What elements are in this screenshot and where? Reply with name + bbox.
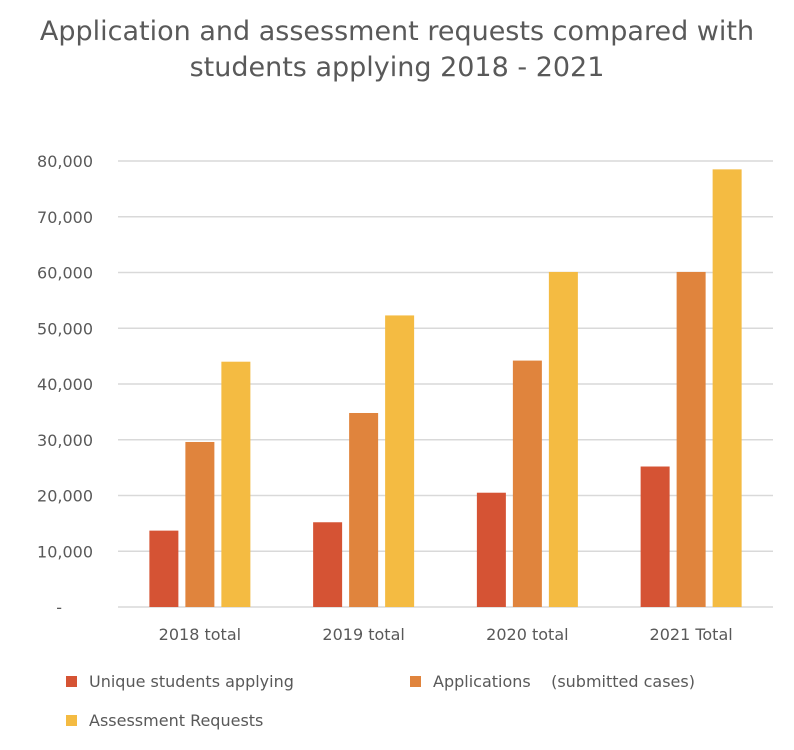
y-tick-label: 80,000 — [37, 152, 93, 171]
bar-assessment-requests — [548, 271, 578, 607]
y-tick-label: 20,000 — [37, 487, 93, 506]
x-tick-label: 2018 total — [159, 625, 241, 644]
legend-swatch — [66, 715, 77, 726]
bar-unique-students — [476, 492, 506, 607]
bar-assessment-requests — [712, 169, 742, 608]
legend-item-applications: Applications (submitted cases) — [410, 672, 695, 691]
y-tick-label: 50,000 — [37, 319, 93, 338]
y-tick-label: - — [56, 598, 62, 617]
legend-swatch — [410, 676, 421, 687]
legend-swatch — [66, 676, 77, 687]
legend-item-unique-students: Unique students applying — [66, 672, 294, 691]
bar-unique-students — [640, 466, 670, 607]
legend-item-assessment-requests: Assessment Requests — [66, 711, 263, 730]
bar-unique-students — [149, 530, 179, 607]
y-tick-label: 60,000 — [37, 264, 93, 283]
x-tick-label: 2019 total — [322, 625, 404, 644]
y-tick-label: 70,000 — [37, 208, 93, 227]
x-tick-label: 2021 Total — [650, 625, 733, 644]
x-tick-label: 2020 total — [486, 625, 568, 644]
y-tick-label: 40,000 — [37, 375, 93, 394]
bar-applications — [185, 441, 215, 607]
chart-title: Application and assessment requests comp… — [39, 16, 755, 83]
legend-label: Applications (submitted cases) — [433, 672, 695, 691]
y-tick-label: 30,000 — [37, 431, 93, 450]
bar-assessment-requests — [221, 361, 251, 607]
bar-applications — [676, 271, 706, 607]
bar-assessment-requests — [385, 315, 415, 607]
bar-applications — [349, 412, 379, 607]
bar-unique-students — [313, 522, 343, 607]
y-tick-label: 10,000 — [37, 542, 93, 561]
bar-applications — [512, 360, 542, 607]
legend-label: Unique students applying — [89, 672, 294, 691]
legend-label: Assessment Requests — [89, 711, 264, 730]
